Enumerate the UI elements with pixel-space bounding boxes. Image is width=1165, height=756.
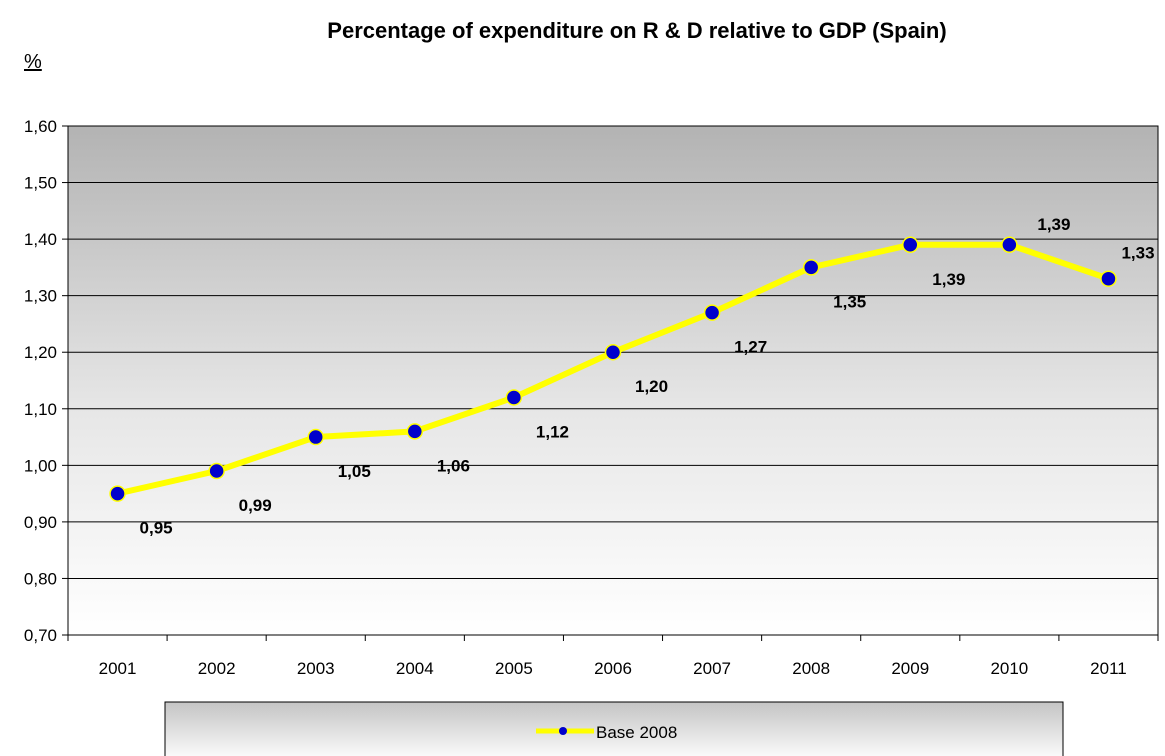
x-tick-label: 2007: [693, 659, 731, 678]
legend-box: [164, 701, 1064, 756]
legend-marker-swatch: [559, 727, 567, 735]
data-labels: 0,95 0,99 1,05 1,06 1,12 1,20 1,27 1,35 1,39 1,39…: [140, 215, 1155, 538]
plot-border: [67, 125, 1159, 636]
data-label: 0,95: [140, 519, 173, 538]
y-tick-label: 1,00: [24, 456, 57, 475]
series-markers: [109, 236, 1117, 502]
y-tick-label: 1,20: [24, 343, 57, 362]
data-label: 1,27: [734, 338, 767, 357]
x-tick-label: 2002: [198, 659, 236, 678]
x-tick-label: 2009: [891, 659, 929, 678]
data-point-marker: [802, 259, 820, 276]
data-label: 1,39: [932, 270, 965, 289]
x-tick-label: 2008: [792, 659, 830, 678]
y-tick-label: 1,10: [24, 400, 57, 419]
axes: [67, 125, 1159, 636]
x-tick-label: 2006: [594, 659, 632, 678]
data-point-marker: [1100, 270, 1117, 287]
data-point-marker: [109, 485, 126, 502]
plot-area: [68, 126, 1158, 635]
data-point-marker: [902, 236, 919, 254]
data-point-marker: [703, 304, 721, 321]
x-tick-label: 2004: [396, 659, 434, 678]
y-tick-label: 1,40: [24, 230, 57, 249]
data-label: 1,06: [437, 456, 470, 475]
x-tick-label: 2003: [297, 659, 335, 678]
data-point-marker: [406, 423, 424, 440]
y-tick-label: 1,60: [24, 117, 57, 136]
data-label: 1,33: [1121, 244, 1154, 263]
data-label: 1,05: [338, 462, 371, 481]
y-tick-label: 0,90: [24, 513, 57, 532]
x-tick-label: 2010: [990, 659, 1028, 678]
y-axis-unit-label: %: [24, 51, 42, 73]
x-axis: 2001 2002 2003 2004 2005 2006 2007 2008 2009 2010…: [67, 635, 1159, 678]
chart-title: Percentage of expenditure on R & D relat…: [327, 18, 946, 43]
data-point-marker: [505, 389, 523, 406]
data-label: 0,99: [239, 496, 272, 515]
data-label: 1,20: [635, 377, 668, 396]
x-tick-label: 2005: [495, 659, 533, 678]
data-point-marker: [208, 462, 225, 480]
legend-label-base-2008: Base 2008: [596, 723, 677, 742]
x-tick-label: 2001: [99, 659, 137, 678]
data-label: 1,12: [536, 422, 569, 441]
data-point-marker: [307, 428, 324, 446]
x-tick-label: 2011: [1090, 659, 1127, 678]
data-label: 1,39: [1037, 215, 1070, 234]
data-point-marker: [604, 343, 622, 361]
data-point-marker: [1001, 236, 1018, 254]
y-axis: 0,70 0,80 0,90 1,00 1,10 1,20 1,30 1,40 1,50 1,60: [24, 117, 68, 645]
y-tick-label: 0,70: [24, 626, 57, 645]
y-tick-label: 0,80: [24, 569, 57, 588]
y-tick-label: 1,30: [24, 287, 57, 306]
legend: Base 2008: [164, 701, 1064, 756]
y-tick-label: 1,50: [24, 174, 57, 193]
data-label: 1,35: [833, 292, 866, 311]
